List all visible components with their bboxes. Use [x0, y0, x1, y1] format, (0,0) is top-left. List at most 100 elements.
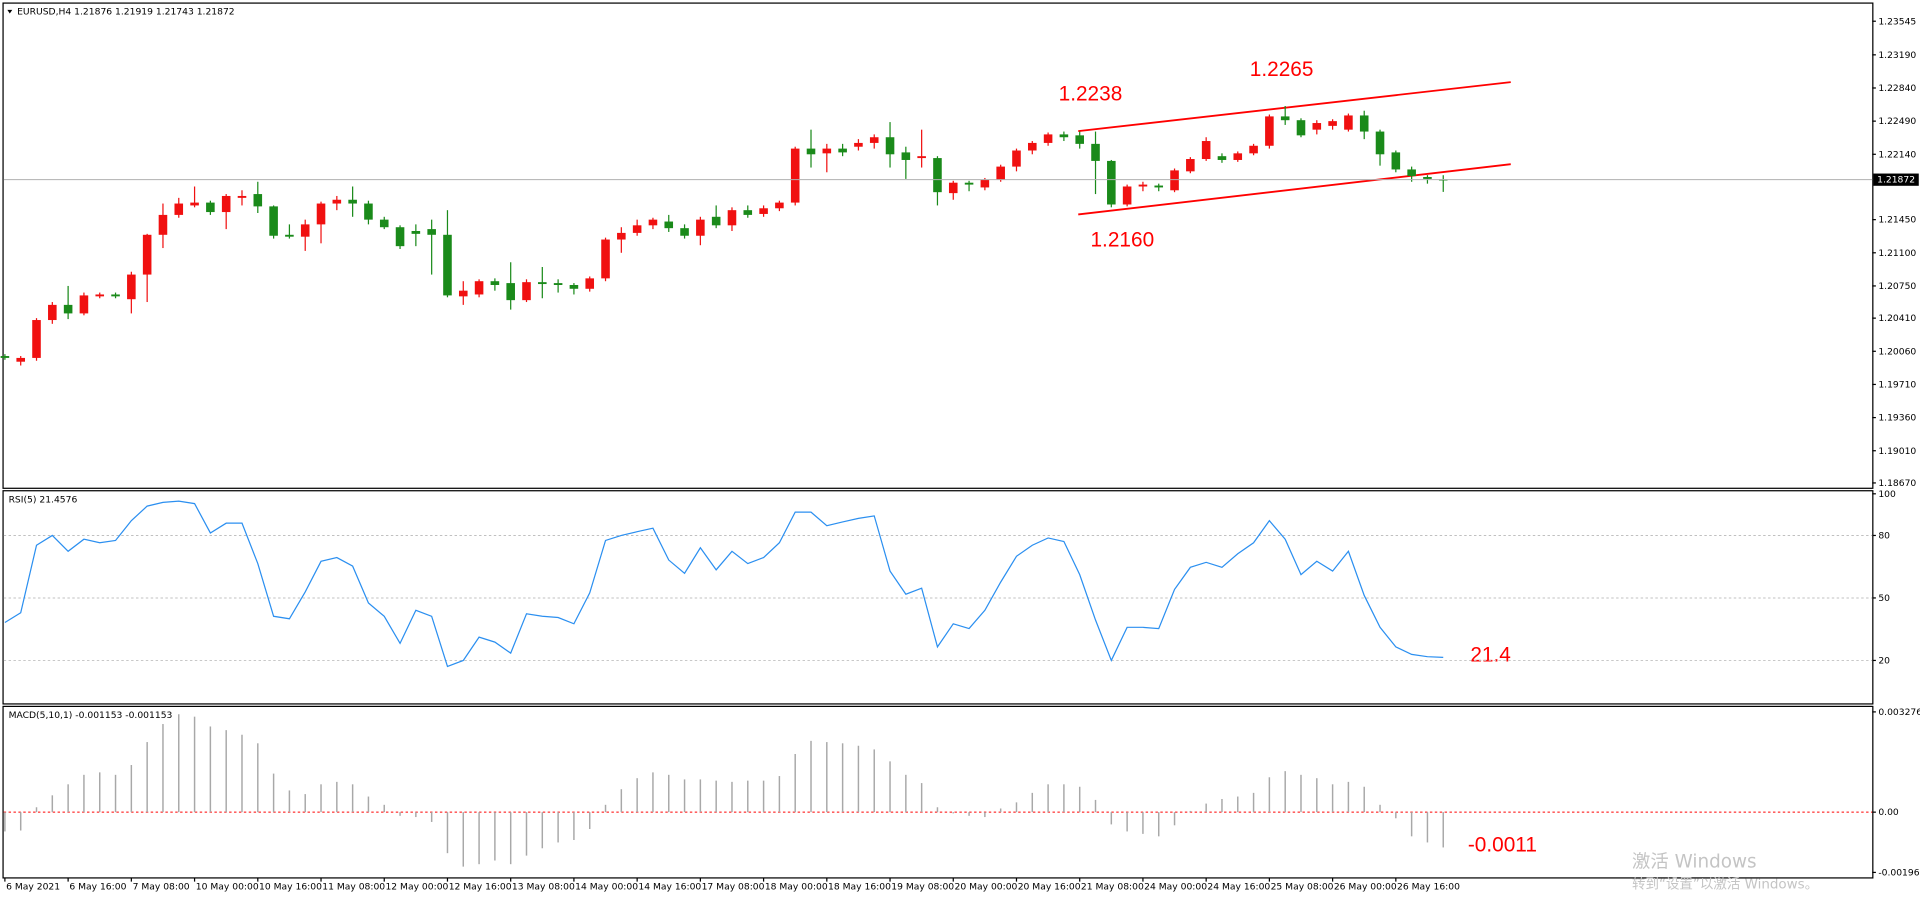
- candle-body: [917, 156, 926, 159]
- candle-body: [127, 274, 136, 300]
- candle-body: [522, 282, 531, 301]
- candle-body: [427, 229, 436, 235]
- candle-body: [948, 182, 958, 194]
- candle-body: [348, 199, 357, 204]
- y-tick-label: 1.20060: [1878, 346, 1916, 357]
- candle-body: [1296, 120, 1306, 136]
- candle-body: [300, 224, 310, 237]
- y-tick-label: 1.20750: [1878, 281, 1916, 292]
- candle-body: [885, 137, 895, 155]
- y-tick-label: 1.20410: [1878, 313, 1916, 324]
- y-tick-label: 100: [1878, 489, 1896, 500]
- candle-body: [1059, 134, 1069, 138]
- y-tick-label: 1.22490: [1878, 116, 1916, 127]
- channel-upper: [1078, 81, 1511, 133]
- annotation: 1.2265: [1250, 58, 1314, 81]
- x-tick-label: 14 May 00:00: [575, 882, 638, 893]
- candle-body: [411, 231, 421, 234]
- candle-body: [1375, 131, 1385, 155]
- candle-body: [759, 208, 768, 214]
- annotation: 1.2160: [1090, 228, 1154, 251]
- candle-body: [553, 283, 563, 285]
- x-tick-label: 12 May 00:00: [385, 882, 448, 893]
- candle-body: [1312, 123, 1322, 130]
- annotation: 21.4: [1470, 644, 1511, 667]
- candle-body: [648, 219, 658, 226]
- x-tick-label: 24 May 00:00: [1144, 882, 1207, 893]
- rsi-title: RSI(5) 21.4576: [9, 494, 78, 505]
- y-tick-label: 20: [1878, 656, 1890, 667]
- candle-body: [617, 232, 626, 240]
- candle-body: [79, 295, 89, 314]
- candle-body: [1028, 142, 1037, 151]
- x-tick-label: 14 May 16:00: [638, 882, 701, 893]
- candle-body: [632, 225, 642, 233]
- candle-body: [142, 234, 152, 275]
- candle-body: [743, 210, 753, 215]
- y-tick-label: 1.21100: [1878, 248, 1916, 259]
- candle-body: [63, 304, 73, 314]
- candle-body: [1280, 116, 1290, 121]
- y-tick-label: 1.18670: [1878, 478, 1916, 489]
- candle-body: [1391, 152, 1401, 170]
- candle-body: [1201, 141, 1211, 160]
- candle-body: [901, 152, 911, 160]
- y-tick-label: 1.21450: [1878, 215, 1916, 226]
- y-tick-label: 1.22140: [1878, 149, 1916, 160]
- candle-body: [364, 203, 373, 220]
- candle-body: [285, 234, 294, 237]
- candle-body: [727, 210, 737, 226]
- candle-body: [1091, 143, 1100, 161]
- y-tick-label: 0.00: [1878, 807, 1899, 818]
- candle-body: [933, 158, 942, 193]
- y-tick-label: -0.001969: [1878, 867, 1920, 878]
- candle-body: [16, 357, 25, 362]
- watermark-title: 激活 Windows: [1632, 852, 1757, 873]
- candle-body: [174, 203, 184, 215]
- candle-body: [1107, 160, 1116, 205]
- x-tick-label: 19 May 08:00: [891, 882, 954, 893]
- candle-body: [1407, 169, 1416, 177]
- x-tick-label: 10 May 00:00: [196, 882, 259, 893]
- candle-body: [48, 304, 57, 321]
- rsi-line: [4, 500, 1444, 668]
- y-tick-label: 50: [1878, 593, 1890, 604]
- candle-body: [854, 142, 863, 147]
- candle-body: [1043, 134, 1053, 143]
- candle-body: [206, 202, 215, 213]
- candle-body: [269, 206, 278, 236]
- x-tick-label: 20 May 16:00: [1018, 882, 1081, 893]
- candle-body: [711, 216, 721, 226]
- candle-body: [221, 195, 231, 213]
- y-tick-label: 1.22840: [1878, 83, 1916, 94]
- x-tick-label: 17 May 08:00: [702, 882, 765, 893]
- annotation: 1.2238: [1059, 82, 1123, 105]
- candle-body: [775, 202, 784, 209]
- x-tick-label: 18 May 16:00: [828, 882, 891, 893]
- candle-body: [32, 320, 41, 358]
- candle-body: [980, 179, 990, 188]
- y-tick-label: 1.19710: [1878, 380, 1916, 391]
- x-tick-label: 13 May 08:00: [512, 882, 575, 893]
- candle-body: [869, 137, 879, 143]
- candle-body: [111, 294, 120, 297]
- candle-body: [395, 227, 405, 247]
- price-tag-label: 1.21872: [1877, 175, 1915, 186]
- price-panel: [2, 2, 1874, 489]
- candle-body: [822, 148, 832, 154]
- candle-body: [474, 281, 484, 295]
- menu-triangle: [7, 9, 13, 14]
- y-tick-label: 1.23190: [1878, 50, 1916, 61]
- candle-body: [1233, 153, 1243, 160]
- x-tick-label: 6 May 2021: [6, 882, 60, 893]
- candle-body: [790, 148, 800, 203]
- y-tick-label: 1.19010: [1878, 446, 1916, 457]
- y-tick-label: 0.003276: [1878, 707, 1920, 718]
- x-tick-label: 10 May 16:00: [259, 882, 322, 893]
- macd-panel: [2, 705, 1874, 879]
- y-tick-label: 80: [1878, 531, 1890, 542]
- candle-body: [1138, 184, 1148, 187]
- candle-body: [696, 219, 705, 236]
